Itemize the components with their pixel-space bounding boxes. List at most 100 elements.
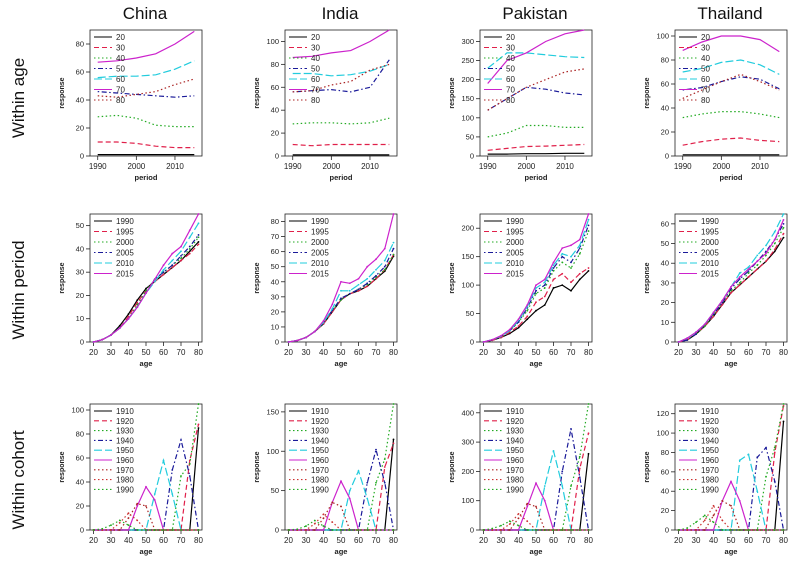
data-point: [738, 459, 741, 462]
legend-label: 1990: [116, 217, 134, 226]
y-tick-label: 20: [76, 124, 84, 133]
x-tick-label: 60: [354, 536, 363, 545]
data-point: [287, 341, 290, 343]
data-point: [543, 499, 546, 502]
series-line-50: [97, 91, 195, 98]
data-point: [375, 274, 377, 277]
x-tick-label: 20: [89, 348, 98, 357]
data-point: [552, 449, 555, 452]
panel-china-within-period: 20 30 40 50 60 70 80 0 10 20 30 40 50 age response 1990…: [59, 213, 203, 368]
data-point: [765, 260, 767, 263]
legend-label: 2015: [506, 270, 524, 279]
y-tick-label: 80: [76, 40, 84, 49]
data-point: [508, 328, 511, 331]
data-point: [392, 438, 395, 441]
data-point: [127, 317, 130, 320]
data-point: [171, 252, 174, 255]
legend-label: 80: [506, 96, 515, 105]
data-point: [287, 529, 290, 531]
series-line-2000: [678, 227, 785, 343]
data-point: [535, 284, 537, 287]
x-tick-label: 60: [354, 348, 363, 357]
series-line-1990: [483, 520, 589, 531]
series-line-1930: [93, 403, 200, 531]
data-point: [738, 272, 741, 274]
y-tick-label: 20: [661, 506, 669, 515]
data-point: [180, 529, 182, 531]
series-line-1920: [93, 424, 200, 531]
data-point: [570, 261, 572, 264]
data-point: [92, 529, 95, 531]
x-tick-label: 2000: [322, 162, 340, 171]
series-line-2005: [483, 225, 590, 343]
series-line-60: [97, 60, 195, 79]
legend-label: 2005: [701, 249, 719, 258]
data-point: [101, 527, 104, 530]
data-point: [136, 303, 139, 306]
x-tick-label: 50: [142, 536, 151, 545]
data-point: [153, 499, 156, 501]
data-point: [543, 529, 546, 531]
data-point: [357, 289, 360, 292]
y-tick-label: 10: [76, 314, 84, 323]
data-point: [188, 229, 191, 232]
data-point: [765, 446, 767, 449]
data-point: [180, 475, 182, 477]
legend-label: 1910: [116, 407, 134, 416]
legend-label: 2015: [311, 270, 329, 279]
series-line-1910: [93, 427, 200, 531]
data-point: [738, 529, 741, 531]
legend-label: 1970: [701, 466, 719, 475]
data-point: [197, 243, 200, 246]
data-point: [162, 459, 165, 462]
data-point: [171, 266, 174, 269]
data-point: [375, 268, 377, 271]
y-tick-label: 50: [271, 486, 279, 495]
data-point: [561, 255, 564, 258]
row-title-within-period: Within period: [9, 240, 28, 339]
data-point: [180, 250, 182, 253]
data-point: [535, 301, 537, 304]
series-line-80: [97, 78, 195, 98]
data-point: [357, 283, 360, 286]
legend-label: 20: [311, 33, 320, 42]
x-tick-label: 80: [779, 536, 788, 545]
y-tick-label: 30: [661, 278, 669, 287]
legend-label: 50: [311, 65, 320, 74]
panel-india-within-period: 20 30 40 50 60 70 80 0 10 20 30 40 50 60 70 80 age respon…: [254, 213, 398, 368]
data-point: [677, 529, 680, 531]
data-point: [756, 456, 759, 459]
y-tick-label: 60: [661, 467, 669, 476]
data-point: [162, 529, 165, 531]
data-point: [197, 427, 200, 429]
row-titles: Within age Within period Within cohort: [9, 58, 28, 530]
data-point: [188, 245, 191, 248]
data-point: [782, 213, 785, 215]
plot-frame: [284, 403, 398, 531]
x-tick-label: 60: [549, 536, 558, 545]
data-point: [392, 529, 395, 531]
data-point: [375, 529, 377, 531]
x-tick-label: 80: [194, 536, 203, 545]
x-tick-label: 50: [727, 348, 736, 357]
data-point: [517, 529, 520, 531]
x-tick-label: 70: [177, 348, 186, 357]
y-tick-label: 0: [665, 338, 669, 347]
y-axis-label: response: [644, 451, 651, 482]
series-line-80: [292, 63, 390, 93]
x-tick-label: 70: [177, 536, 186, 545]
series-line-1990: [483, 270, 589, 343]
data-point: [552, 287, 555, 289]
legend-label: 40: [311, 54, 320, 63]
y-tick-label: 60: [76, 68, 84, 77]
data-point: [756, 264, 759, 267]
data-point: [197, 234, 200, 236]
plot-frame: [284, 29, 398, 157]
x-tick-label: 40: [709, 348, 718, 357]
y-tick-label: 250: [461, 56, 474, 65]
x-tick-label: 50: [337, 536, 346, 545]
data-point: [491, 338, 494, 341]
data-point: [578, 455, 581, 458]
x-tick-label: 20: [284, 348, 293, 357]
legend-label: 2010: [116, 259, 134, 268]
